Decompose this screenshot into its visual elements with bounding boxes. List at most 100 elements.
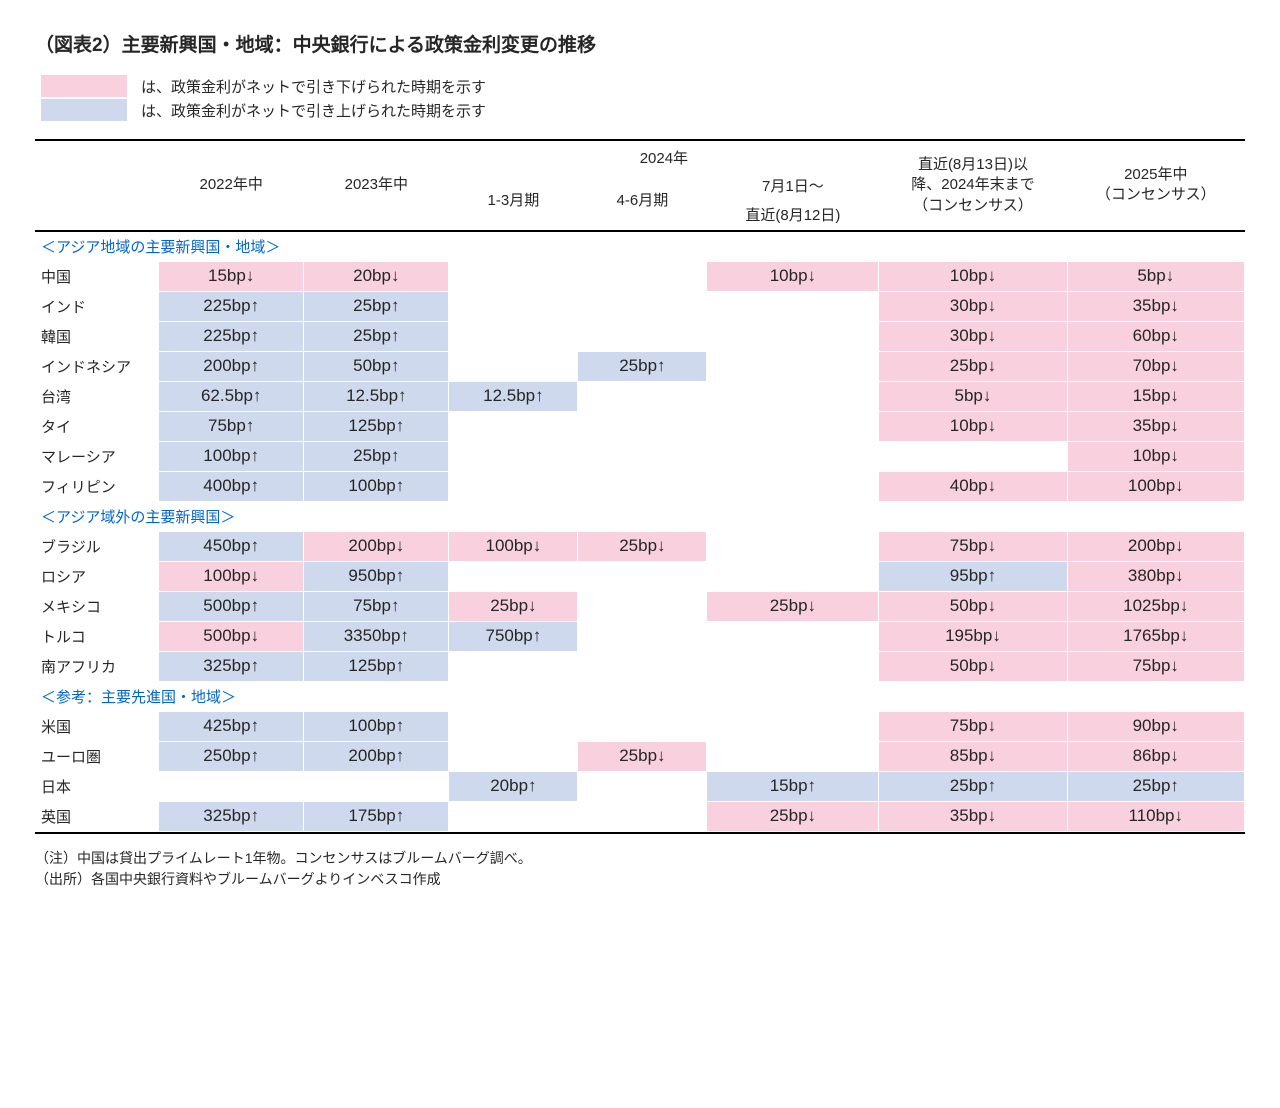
data-cell: 25bp↑ bbox=[304, 321, 449, 351]
data-cell: 85bp↓ bbox=[879, 741, 1067, 771]
data-cell: 75bp↓ bbox=[879, 531, 1067, 561]
table-row: 南アフリカ325bp↑125bp↑50bp↓75bp↓ bbox=[35, 651, 1245, 681]
data-cell: 75bp↑ bbox=[304, 591, 449, 621]
data-cell: 50bp↓ bbox=[879, 651, 1067, 681]
data-cell: 100bp↑ bbox=[304, 471, 449, 501]
data-cell bbox=[707, 561, 879, 591]
hdr-fc1: 直近(8月13日)以 降、2024年末まで （コンセンサス） bbox=[879, 140, 1067, 231]
data-cell: 25bp↓ bbox=[707, 591, 879, 621]
data-cell bbox=[578, 381, 707, 411]
row-name: 日本 bbox=[35, 771, 159, 801]
data-cell: 450bp↑ bbox=[159, 531, 304, 561]
table-row: タイ75bp↑125bp↑10bp↓35bp↓ bbox=[35, 411, 1245, 441]
data-cell: 125bp↑ bbox=[304, 651, 449, 681]
data-cell: 100bp↑ bbox=[159, 441, 304, 471]
footnotes: （注）中国は貸出プライムレート1年物。コンセンサスはブルームバーグ調べ。 （出所… bbox=[35, 848, 1245, 890]
table-row: マレーシア100bp↑25bp↑10bp↓ bbox=[35, 441, 1245, 471]
hdr-fc2: 2025年中 （コンセンサス） bbox=[1067, 140, 1244, 231]
data-cell bbox=[449, 351, 578, 381]
table-row: 中国15bp↓20bp↓10bp↓10bp↓5bp↓ bbox=[35, 261, 1245, 291]
data-cell: 25bp↓ bbox=[707, 801, 879, 831]
data-cell: 60bp↓ bbox=[1067, 321, 1244, 351]
data-cell bbox=[707, 351, 879, 381]
table-row: 日本20bp↑15bp↑25bp↑25bp↑ bbox=[35, 771, 1245, 801]
row-name: ブラジル bbox=[35, 531, 159, 561]
data-cell: 400bp↑ bbox=[159, 471, 304, 501]
data-cell: 75bp↓ bbox=[879, 711, 1067, 741]
data-cell: 40bp↓ bbox=[879, 471, 1067, 501]
data-cell: 10bp↓ bbox=[1067, 441, 1244, 471]
row-name: トルコ bbox=[35, 621, 159, 651]
data-cell: 25bp↑ bbox=[304, 441, 449, 471]
legend-text-up: は、政策金利がネットで引き上げられた時期を示す bbox=[141, 100, 486, 121]
table-row: インドネシア200bp↑50bp↑25bp↑25bp↓70bp↓ bbox=[35, 351, 1245, 381]
hdr-2022: 2022年中 bbox=[159, 140, 304, 231]
table-row: 韓国225bp↑25bp↑ 30bp↓60bp↓ bbox=[35, 321, 1245, 351]
table-footer-rule bbox=[35, 832, 1245, 834]
data-cell bbox=[449, 411, 578, 441]
data-cell bbox=[578, 771, 707, 801]
footnote-2: （出所）各国中央銀行資料やブルームバーグよりインベスコ作成 bbox=[35, 869, 1245, 890]
data-cell bbox=[578, 621, 707, 651]
data-cell: 20bp↑ bbox=[449, 771, 578, 801]
data-cell: 100bp↓ bbox=[159, 561, 304, 591]
legend-row-up: は、政策金利がネットで引き上げられた時期を示す bbox=[41, 99, 1245, 121]
swatch-up bbox=[41, 99, 127, 121]
table-row: ロシア100bp↓950bp↑95bp↑380bp↓ bbox=[35, 561, 1245, 591]
row-name: 台湾 bbox=[35, 381, 159, 411]
data-cell: 25bp↓ bbox=[578, 741, 707, 771]
data-cell: 95bp↑ bbox=[879, 561, 1067, 591]
data-cell bbox=[578, 291, 707, 321]
table-row: ブラジル450bp↑200bp↓100bp↓25bp↓75bp↓200bp↓ bbox=[35, 531, 1245, 561]
data-cell: 10bp↓ bbox=[879, 261, 1067, 291]
data-cell: 1025bp↓ bbox=[1067, 591, 1244, 621]
data-cell bbox=[707, 531, 879, 561]
data-cell bbox=[449, 471, 578, 501]
data-cell: 1765bp↓ bbox=[1067, 621, 1244, 651]
data-cell: 75bp↓ bbox=[1067, 651, 1244, 681]
data-cell bbox=[449, 561, 578, 591]
table-row: フィリピン400bp↑100bp↑40bp↓100bp↓ bbox=[35, 471, 1245, 501]
data-cell: 225bp↑ bbox=[159, 321, 304, 351]
data-cell bbox=[707, 411, 879, 441]
data-cell bbox=[578, 711, 707, 741]
table-row: インド225bp↑25bp↑30bp↓35bp↓ bbox=[35, 291, 1245, 321]
data-cell: 25bp↓ bbox=[449, 591, 578, 621]
data-cell: 500bp↑ bbox=[159, 591, 304, 621]
data-cell: 15bp↓ bbox=[159, 261, 304, 291]
row-name: ロシア bbox=[35, 561, 159, 591]
section-header: ＜アジア地域の主要新興国・地域＞ bbox=[35, 231, 1245, 262]
data-cell: 25bp↑ bbox=[1067, 771, 1244, 801]
data-cell: 425bp↑ bbox=[159, 711, 304, 741]
data-cell: 15bp↓ bbox=[1067, 381, 1244, 411]
data-cell: 950bp↑ bbox=[304, 561, 449, 591]
row-name: インド bbox=[35, 291, 159, 321]
data-cell: 325bp↑ bbox=[159, 651, 304, 681]
data-cell: 500bp↓ bbox=[159, 621, 304, 651]
hdr-q1: 1-3月期 bbox=[449, 173, 578, 231]
data-cell bbox=[449, 651, 578, 681]
row-name: 韓国 bbox=[35, 321, 159, 351]
data-cell: 175bp↑ bbox=[304, 801, 449, 831]
table-row: メキシコ500bp↑75bp↑25bp↓25bp↓50bp↓1025bp↓ bbox=[35, 591, 1245, 621]
hdr-q3b: 直近(8月12日) bbox=[707, 202, 879, 231]
data-cell: 30bp↓ bbox=[879, 321, 1067, 351]
data-cell bbox=[578, 471, 707, 501]
data-cell: 20bp↓ bbox=[304, 261, 449, 291]
row-name: 英国 bbox=[35, 801, 159, 831]
table-row: 台湾62.5bp↑12.5bp↑12.5bp↑5bp↓15bp↓ bbox=[35, 381, 1245, 411]
data-cell: 110bp↓ bbox=[1067, 801, 1244, 831]
data-cell: 75bp↑ bbox=[159, 411, 304, 441]
data-cell: 62.5bp↑ bbox=[159, 381, 304, 411]
table-row: 英国325bp↑175bp↑25bp↓35bp↓110bp↓ bbox=[35, 801, 1245, 831]
data-cell: 100bp↓ bbox=[449, 531, 578, 561]
data-cell: 35bp↓ bbox=[1067, 411, 1244, 441]
data-cell: 25bp↓ bbox=[578, 531, 707, 561]
row-name: フィリピン bbox=[35, 471, 159, 501]
footnote-1: （注）中国は貸出プライムレート1年物。コンセンサスはブルームバーグ調べ。 bbox=[35, 848, 1245, 869]
hdr-2024: 2024年 bbox=[449, 140, 879, 173]
data-cell bbox=[449, 711, 578, 741]
row-name: メキシコ bbox=[35, 591, 159, 621]
data-cell bbox=[449, 321, 578, 351]
data-cell bbox=[707, 381, 879, 411]
